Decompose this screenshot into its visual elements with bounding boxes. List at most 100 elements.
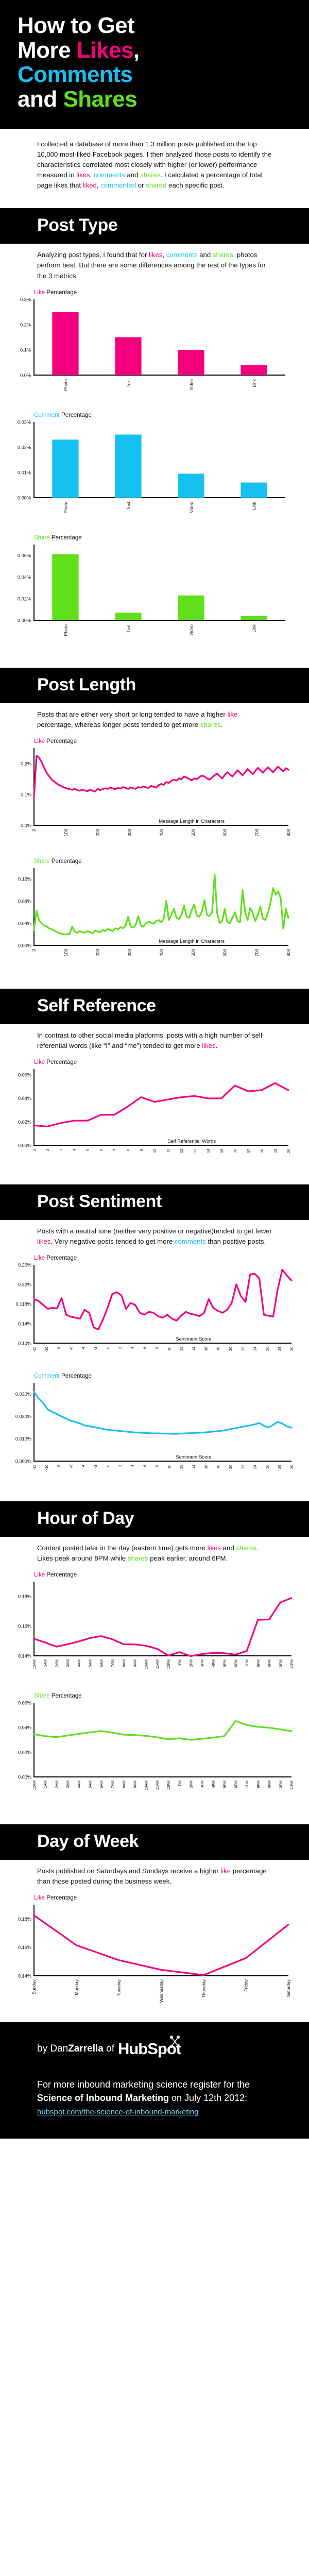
svg-text:0: 0 xyxy=(31,948,37,951)
svg-text:16: 16 xyxy=(203,1465,208,1469)
svg-text:16: 16 xyxy=(233,1149,237,1153)
chart-title-metric: Share xyxy=(34,858,50,865)
svg-text:Sentiment Score: Sentiment Score xyxy=(176,1454,211,1460)
svg-text:8: 8 xyxy=(126,1149,130,1151)
svg-text:24: 24 xyxy=(253,1347,258,1351)
blurb-shares: shares xyxy=(212,251,233,259)
chart-title-suffix: Percentage xyxy=(45,1572,77,1579)
svg-text:11AM: 11AM xyxy=(155,1781,160,1790)
svg-text:0.00%: 0.00% xyxy=(18,618,31,623)
blurb-text-1: Posts published on Saturdays and Sundays… xyxy=(37,1867,221,1875)
svg-text:18: 18 xyxy=(216,1465,220,1469)
svg-text:6: 6 xyxy=(142,1465,147,1467)
svg-text:12AM: 12AM xyxy=(32,1659,37,1669)
svg-text:4: 4 xyxy=(130,1465,134,1467)
byline-of: of xyxy=(103,2043,114,2055)
chart-title-suffix: Percentage xyxy=(59,1372,92,1379)
title-line-2-prefix: More xyxy=(18,37,77,63)
svg-text:800: 800 xyxy=(286,828,291,836)
svg-text:0.00%: 0.00% xyxy=(18,1143,31,1148)
svg-text:3PM: 3PM xyxy=(200,1659,204,1667)
chart-canvas: 0.00% 0.04% 0.08% 0.12% 0 100 200 300 400 500 600 7… xyxy=(0,865,309,973)
svg-text:500: 500 xyxy=(191,948,196,956)
svg-text:7AM: 7AM xyxy=(110,1781,115,1788)
svg-text:2AM: 2AM xyxy=(54,1659,59,1667)
svg-text:-12: -12 xyxy=(32,1347,37,1352)
svg-text:8: 8 xyxy=(154,1347,159,1349)
svg-text:0.01%: 0.01% xyxy=(18,470,31,475)
section-title: Post Sentiment xyxy=(37,1191,162,1211)
blurb-hour-of-day: Content posted later in the day (eastern… xyxy=(0,1537,309,1569)
svg-text:5AM: 5AM xyxy=(88,1781,93,1788)
svg-text:-2: -2 xyxy=(93,1465,98,1468)
svg-text:19: 19 xyxy=(273,1149,278,1153)
svg-text:Video: Video xyxy=(189,379,194,390)
chart-title-suffix: Percentage xyxy=(45,289,77,296)
section-header-post-length: Post Length xyxy=(0,667,309,703)
section-title: Post Type xyxy=(37,215,118,235)
svg-text:0.04%: 0.04% xyxy=(18,1725,31,1730)
svg-text:9: 9 xyxy=(139,1149,144,1151)
intro-likes: likes xyxy=(76,171,90,179)
section-header-post-sentiment: Post Sentiment xyxy=(0,1184,309,1220)
svg-text:20: 20 xyxy=(228,1465,233,1469)
blurb-post-length: Posts that are either very short or long… xyxy=(0,703,309,735)
chart-canvas: 0.0% 0.1% 0.2% 0.3% Photo Text Video Link xyxy=(0,296,309,407)
chart-title: Like Percentage xyxy=(0,290,309,296)
footer-url-link[interactable]: hubspot.com/the-science-of-inbound-marke… xyxy=(37,2108,199,2117)
svg-text:Tuesday: Tuesday xyxy=(116,1979,122,1996)
blurb-text-1: In contrast to other social media platfo… xyxy=(37,1031,263,1049)
svg-text:0.02%: 0.02% xyxy=(18,596,31,601)
intro-text-1: I collected a database of more than 1.3 … xyxy=(37,140,272,179)
svg-text:0.0%: 0.0% xyxy=(20,372,31,378)
blurb-text-2: percentage, whereas longer posts tended … xyxy=(37,720,200,728)
svg-text:-4: -4 xyxy=(81,1347,85,1350)
blurb-text-3: peak earlier, around 6PM. xyxy=(148,1554,228,1562)
blurb-self-reference: In contrast to other social media platfo… xyxy=(0,1024,309,1056)
svg-text:0.26%: 0.26% xyxy=(18,1262,31,1267)
svg-text:11PM: 11PM xyxy=(289,1659,294,1669)
svg-text:1AM: 1AM xyxy=(43,1781,48,1788)
svg-text:0.2%: 0.2% xyxy=(20,322,31,327)
intro-liked: liked xyxy=(82,181,97,190)
blurb-day-of-week: Posts published on Saturdays and Sundays… xyxy=(0,1860,309,1892)
svg-text:100: 100 xyxy=(63,828,68,836)
intro-commented: commented xyxy=(100,181,136,190)
hubspot-sprocket-icon xyxy=(170,2036,180,2048)
footer-cta: For more inbound marketing science regis… xyxy=(37,2078,272,2118)
svg-text:Sunday: Sunday xyxy=(31,1979,37,1994)
svg-text:10AM: 10AM xyxy=(144,1781,148,1790)
chart-canvas: 0.00% 0.02% 0.04% 0.06% Photo Text Video Link xyxy=(0,541,309,652)
svg-text:2: 2 xyxy=(118,1347,123,1349)
blurb-likes: likes xyxy=(37,1237,51,1245)
svg-text:0: 0 xyxy=(31,828,37,831)
chart-day-of-week-like: Like Percentage 0.14% 0.16% 0.18% Sunday Mon… xyxy=(0,1892,309,2022)
section-header-self-reference: Self Reference xyxy=(0,988,309,1024)
svg-text:6PM: 6PM xyxy=(233,1781,238,1788)
cta-text-2: on July 12th 2012: xyxy=(169,2093,248,2104)
svg-text:2: 2 xyxy=(118,1465,123,1467)
svg-text:0.18%: 0.18% xyxy=(18,1917,31,1922)
svg-text:1: 1 xyxy=(32,1149,37,1151)
blurb-shares-2: shares xyxy=(127,1554,148,1562)
svg-text:Link: Link xyxy=(252,624,257,632)
hubspot-logo: HubSpot xyxy=(117,2036,181,2058)
chart-title-suffix: Percentage xyxy=(49,1693,82,1700)
svg-text:200: 200 xyxy=(95,828,100,836)
svg-text:24: 24 xyxy=(253,1465,258,1469)
title-line-1: How to Get xyxy=(18,13,135,38)
chart-canvas: 0.00% 0.02% 0.04% 0.06% 12AM 1AM 2AM 3AM 4AM 5AM 6… xyxy=(0,1700,309,1809)
chart-title-suffix: Percentage xyxy=(45,1059,77,1065)
svg-text:-10: -10 xyxy=(44,1347,49,1352)
svg-text:0.02%: 0.02% xyxy=(18,1120,31,1125)
spacer xyxy=(0,1488,309,1501)
svg-text:10: 10 xyxy=(152,1149,157,1153)
chart-hour-of-day-like: Like Percentage 0.14% 0.16% 0.18% 12AM 1AM 2A… xyxy=(0,1569,309,1690)
hubspot-wordmark: HubSpot xyxy=(117,2040,181,2058)
chart-title: Like Percentage xyxy=(0,1572,309,1578)
svg-text:-2: -2 xyxy=(93,1347,98,1350)
svg-text:5PM: 5PM xyxy=(222,1781,227,1788)
svg-text:600: 600 xyxy=(222,828,228,836)
blurb-likes: likes xyxy=(207,1544,221,1552)
svg-text:2PM: 2PM xyxy=(188,1781,193,1788)
